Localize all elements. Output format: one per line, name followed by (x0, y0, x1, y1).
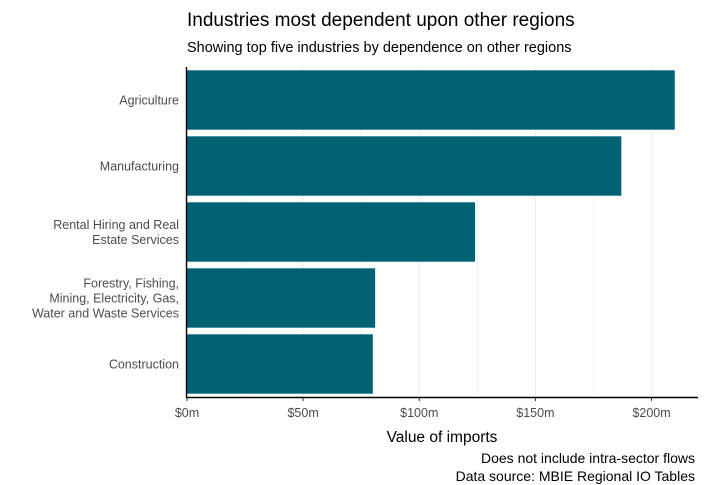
x-tick-label: $0m (175, 406, 199, 420)
bar (187, 136, 622, 196)
category-label: Estate Services (92, 233, 179, 247)
x-axis-ticks: $0m $50m $100m $150m $200m (175, 397, 671, 420)
caption-line-1: Does not include intra-sector flows (481, 450, 695, 466)
x-tick-label: $100m (400, 406, 438, 420)
x-tick-label: $150m (516, 406, 554, 420)
caption-line-2: Data source: MBIE Regional IO Tables (456, 468, 695, 484)
category-label: Agriculture (119, 94, 179, 108)
x-tick-label: $200m (632, 406, 670, 420)
category-label: Mining, Electricity, Gas, (49, 292, 179, 306)
bar (187, 70, 675, 130)
bar (187, 202, 476, 262)
x-axis-title: Value of imports (387, 429, 498, 446)
category-label: Water and Waste Services (32, 307, 179, 321)
bar (187, 334, 373, 394)
chart-subtitle: Showing top five industries by dependenc… (187, 40, 572, 56)
bar (187, 268, 376, 328)
category-label: Manufacturing (100, 160, 179, 174)
category-label: Forestry, Fishing, (83, 277, 179, 291)
category-label: Construction (109, 358, 179, 372)
x-tick-label: $50m (287, 406, 318, 420)
bars (187, 70, 675, 394)
category-label: Rental Hiring and Real (53, 218, 179, 232)
category-labels: Agriculture Manufacturing Rental Hiring an… (32, 94, 179, 372)
chart-title: Industries most dependent upon other reg… (187, 10, 575, 31)
